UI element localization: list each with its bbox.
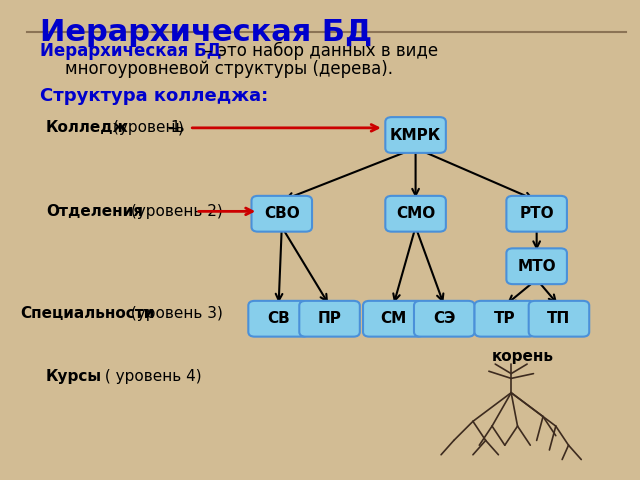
Text: (уровень 3): (уровень 3) — [125, 306, 223, 322]
FancyBboxPatch shape — [385, 117, 446, 153]
Text: ( уровень 4): ( уровень 4) — [100, 369, 202, 384]
Text: СВ: СВ — [268, 311, 290, 326]
Text: МТО: МТО — [517, 259, 556, 274]
Text: СВО: СВО — [264, 206, 300, 221]
Text: – это набор данных в виде: – это набор данных в виде — [199, 42, 438, 60]
Text: 1: 1 — [170, 120, 180, 135]
Text: Колледж: Колледж — [46, 120, 129, 135]
Text: Специальности: Специальности — [20, 306, 155, 322]
Text: ): ) — [178, 120, 184, 135]
Text: СЭ: СЭ — [433, 311, 456, 326]
Text: Структура колледжа:: Структура колледжа: — [40, 87, 268, 105]
FancyBboxPatch shape — [252, 196, 312, 232]
Text: Курсы: Курсы — [46, 369, 102, 384]
Text: корень: корень — [492, 349, 554, 364]
Text: Иерархическая БД: Иерархическая БД — [40, 18, 372, 47]
Text: СМО: СМО — [396, 206, 435, 221]
Text: СМ: СМ — [380, 311, 406, 326]
Text: ПР: ПР — [317, 311, 342, 326]
FancyBboxPatch shape — [506, 196, 567, 232]
Text: многоуровневой структуры (дерева).: многоуровневой структуры (дерева). — [65, 60, 393, 78]
Text: ТП: ТП — [547, 311, 571, 326]
Text: ТР: ТР — [494, 311, 516, 326]
FancyBboxPatch shape — [414, 301, 474, 336]
Text: Иерархическая БД: Иерархическая БД — [40, 42, 221, 60]
Text: (уровень: (уровень — [113, 120, 189, 135]
Text: КМРК: КМРК — [390, 128, 441, 143]
FancyBboxPatch shape — [474, 301, 535, 336]
FancyBboxPatch shape — [248, 301, 309, 336]
FancyBboxPatch shape — [385, 196, 446, 232]
FancyBboxPatch shape — [506, 248, 567, 284]
Text: РТО: РТО — [519, 206, 554, 221]
FancyBboxPatch shape — [300, 301, 360, 336]
FancyBboxPatch shape — [529, 301, 589, 336]
Text: (уровень 2): (уровень 2) — [125, 204, 222, 219]
FancyBboxPatch shape — [363, 301, 424, 336]
Text: Отделения: Отделения — [46, 204, 143, 219]
